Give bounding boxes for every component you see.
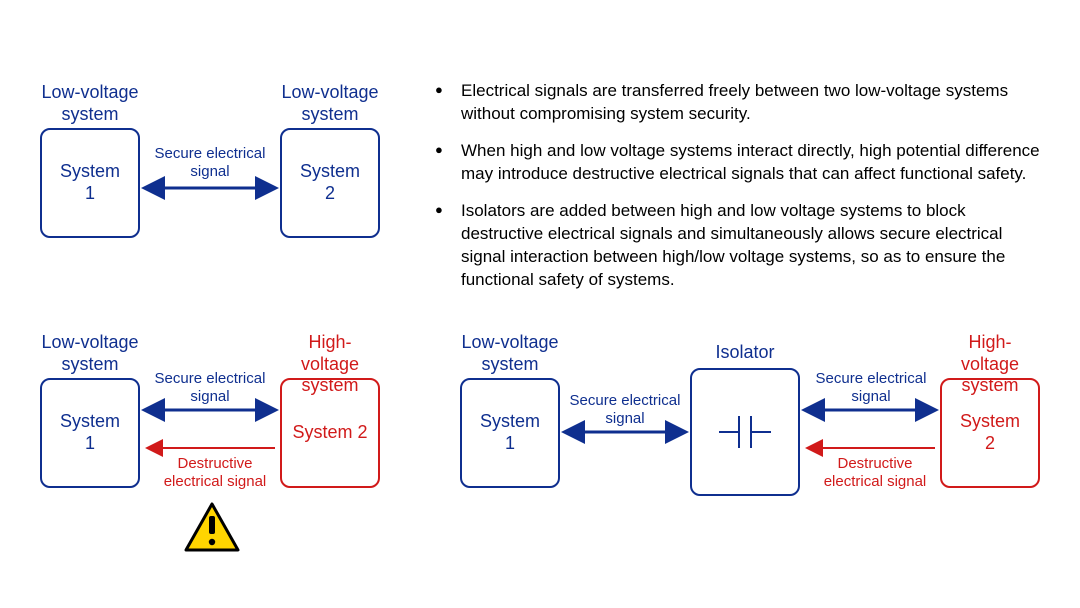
top-left-label: Low-voltagesystem bbox=[40, 82, 140, 125]
br-right-box-text: System2 bbox=[960, 411, 1020, 454]
diagram-canvas: Low-voltagesystem System1 Low-voltagesys… bbox=[0, 0, 1080, 608]
br-isolator-box bbox=[690, 368, 800, 496]
bl-secure-label: Secure electricalsignal bbox=[145, 370, 275, 406]
bullet-list: Electrical signals are transferred freel… bbox=[435, 80, 1045, 306]
bl-right-box: System 2 bbox=[280, 378, 380, 488]
top-right-label: Low-voltagesystem bbox=[280, 82, 380, 125]
top-left-box-text: System1 bbox=[60, 161, 120, 204]
capacitor-icon bbox=[715, 402, 775, 462]
bl-destructive-label: Destructiveelectrical signal bbox=[150, 455, 280, 491]
bl-left-box: System1 bbox=[40, 378, 140, 488]
br-secure-right-label: Secure electricalsignal bbox=[808, 370, 934, 406]
br-isolator-label: Isolator bbox=[690, 342, 800, 364]
bullet-item: Isolators are added between high and low… bbox=[435, 200, 1045, 292]
warning-icon bbox=[184, 502, 240, 552]
bullet-item: When high and low voltage systems intera… bbox=[435, 140, 1045, 186]
bl-left-box-text: System1 bbox=[60, 411, 120, 454]
br-left-box: System1 bbox=[460, 378, 560, 488]
bullet-item: Electrical signals are transferred freel… bbox=[435, 80, 1045, 126]
bl-left-label: Low-voltagesystem bbox=[40, 332, 140, 375]
bl-right-box-text: System 2 bbox=[292, 422, 367, 444]
br-right-box: System2 bbox=[940, 378, 1040, 488]
top-secure-label: Secure electricalsignal bbox=[145, 145, 275, 181]
br-destructive-label: Destructiveelectrical signal bbox=[810, 455, 940, 491]
br-secure-left-label: Secure electricalsignal bbox=[562, 392, 688, 428]
top-right-box: System2 bbox=[280, 128, 380, 238]
br-left-box-text: System1 bbox=[480, 411, 540, 454]
br-left-label: Low-voltagesystem bbox=[460, 332, 560, 375]
top-left-box: System1 bbox=[40, 128, 140, 238]
top-right-box-text: System2 bbox=[300, 161, 360, 204]
